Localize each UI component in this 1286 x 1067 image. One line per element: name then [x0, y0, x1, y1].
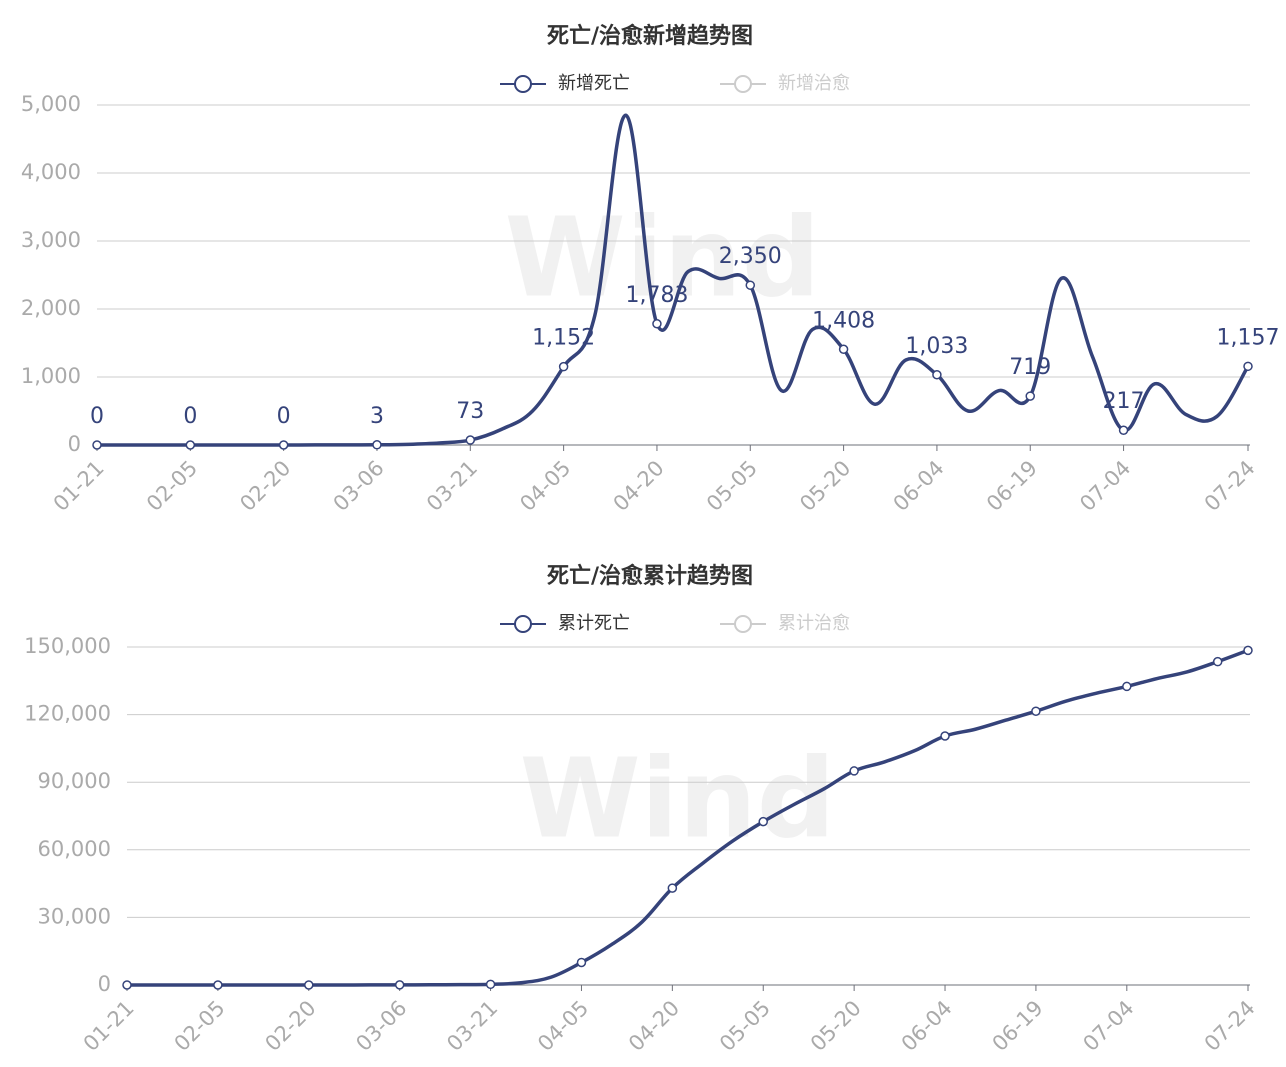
x-tick-label: 05-05: [715, 996, 775, 1056]
x-tick-label: 03-21: [442, 996, 502, 1056]
data-point: [558, 361, 569, 372]
data-label: 1,157: [1217, 325, 1280, 350]
chart-title: 死亡/治愈新增趋势图: [547, 23, 753, 49]
x-tick-label: 05-05: [702, 456, 762, 516]
data-point: [92, 440, 102, 450]
data-point: [213, 980, 223, 990]
x-tick-label: 04-20: [609, 456, 669, 516]
legend-label[interactable]: 新增治愈: [778, 73, 850, 94]
y-tick-label: 2,000: [21, 296, 81, 320]
data-point: [1243, 361, 1253, 372]
data-point: [304, 980, 314, 990]
legend-label[interactable]: 累计治愈: [778, 613, 850, 634]
y-tick-label: 120,000: [24, 702, 111, 726]
data-point: [940, 731, 950, 741]
data-point: [122, 980, 132, 990]
data-point: [1118, 425, 1129, 435]
x-tick-label: 03-06: [329, 456, 389, 516]
data-point: [278, 440, 289, 450]
x-tick-label: 04-05: [515, 456, 575, 516]
data-point: [932, 370, 942, 380]
x-tick-label: 02-05: [170, 996, 230, 1056]
y-tick-label: 0: [68, 432, 81, 456]
x-tick-label: 04-20: [624, 996, 684, 1056]
legend-symbol: [514, 75, 532, 93]
data-label: 0: [277, 404, 291, 429]
data-point: [465, 435, 476, 445]
y-tick-label: 30,000: [38, 904, 111, 928]
data-point: [372, 440, 382, 450]
data-label: 217: [1103, 389, 1145, 414]
y-tick-label: 5,000: [21, 92, 81, 116]
x-tick-label: 06-04: [889, 456, 949, 516]
data-label: 0: [90, 404, 104, 429]
legend-label[interactable]: 累计死亡: [558, 613, 630, 634]
x-tick-label: 06-04: [897, 996, 957, 1056]
x-tick-label: 05-20: [795, 456, 855, 516]
y-tick-label: 4,000: [21, 160, 81, 184]
data-point: [758, 816, 768, 827]
watermark: Wind: [504, 193, 820, 321]
data-point: [838, 344, 849, 355]
data-point: [652, 319, 662, 329]
x-tick-label: 01-21: [49, 456, 109, 516]
x-tick-label: 05-20: [806, 996, 866, 1056]
x-tick-label: 07-24: [1200, 456, 1260, 516]
x-tick-label: 07-04: [1075, 456, 1135, 516]
legend-symbol: [734, 615, 752, 633]
watermark: Wind: [519, 734, 835, 862]
data-point: [849, 766, 859, 776]
data-point: [1031, 706, 1041, 716]
x-tick-label: 02-20: [235, 456, 295, 516]
x-tick-label: 02-05: [142, 456, 202, 516]
legend-symbol: [514, 615, 532, 633]
data-label: 3: [370, 404, 384, 429]
x-tick-label: 04-05: [533, 996, 593, 1056]
series-line: [97, 113, 1250, 447]
data-point: [394, 980, 405, 990]
legend-symbol: [734, 75, 752, 93]
x-tick-label: 07-04: [1078, 996, 1138, 1056]
data-label: 1,408: [812, 308, 875, 333]
data-label: 1,783: [625, 283, 688, 308]
x-tick-label: 01-21: [79, 996, 139, 1056]
data-point: [1243, 645, 1253, 656]
data-point: [745, 280, 756, 290]
data-point: [576, 957, 587, 968]
data-point: [485, 979, 496, 990]
data-point: [185, 440, 196, 450]
data-label: 719: [1009, 355, 1051, 380]
y-tick-label: 60,000: [38, 837, 111, 861]
x-tick-label: 03-06: [351, 996, 411, 1056]
data-label: 1,033: [905, 334, 968, 359]
data-point: [1025, 391, 1035, 401]
data-label: 73: [456, 399, 484, 424]
data-label: 1,152: [532, 326, 595, 351]
data-label: 0: [183, 404, 197, 429]
chart-title: 死亡/治愈累计趋势图: [547, 563, 753, 589]
x-tick-label: 06-19: [982, 456, 1042, 516]
data-label: 2,350: [719, 244, 782, 269]
x-tick-label: 03-21: [422, 456, 482, 516]
x-tick-label: 06-19: [988, 996, 1048, 1056]
x-tick-label: 07-24: [1200, 996, 1260, 1056]
data-point: [1212, 656, 1223, 667]
y-tick-label: 90,000: [38, 769, 111, 793]
y-tick-label: 0: [98, 972, 111, 996]
x-tick-label: 02-20: [260, 996, 320, 1056]
y-tick-label: 150,000: [24, 634, 111, 658]
y-tick-label: 1,000: [21, 364, 81, 388]
y-tick-label: 3,000: [21, 228, 81, 252]
data-point: [1122, 681, 1132, 692]
data-point: [667, 883, 678, 893]
legend-label[interactable]: 新增死亡: [558, 73, 630, 94]
